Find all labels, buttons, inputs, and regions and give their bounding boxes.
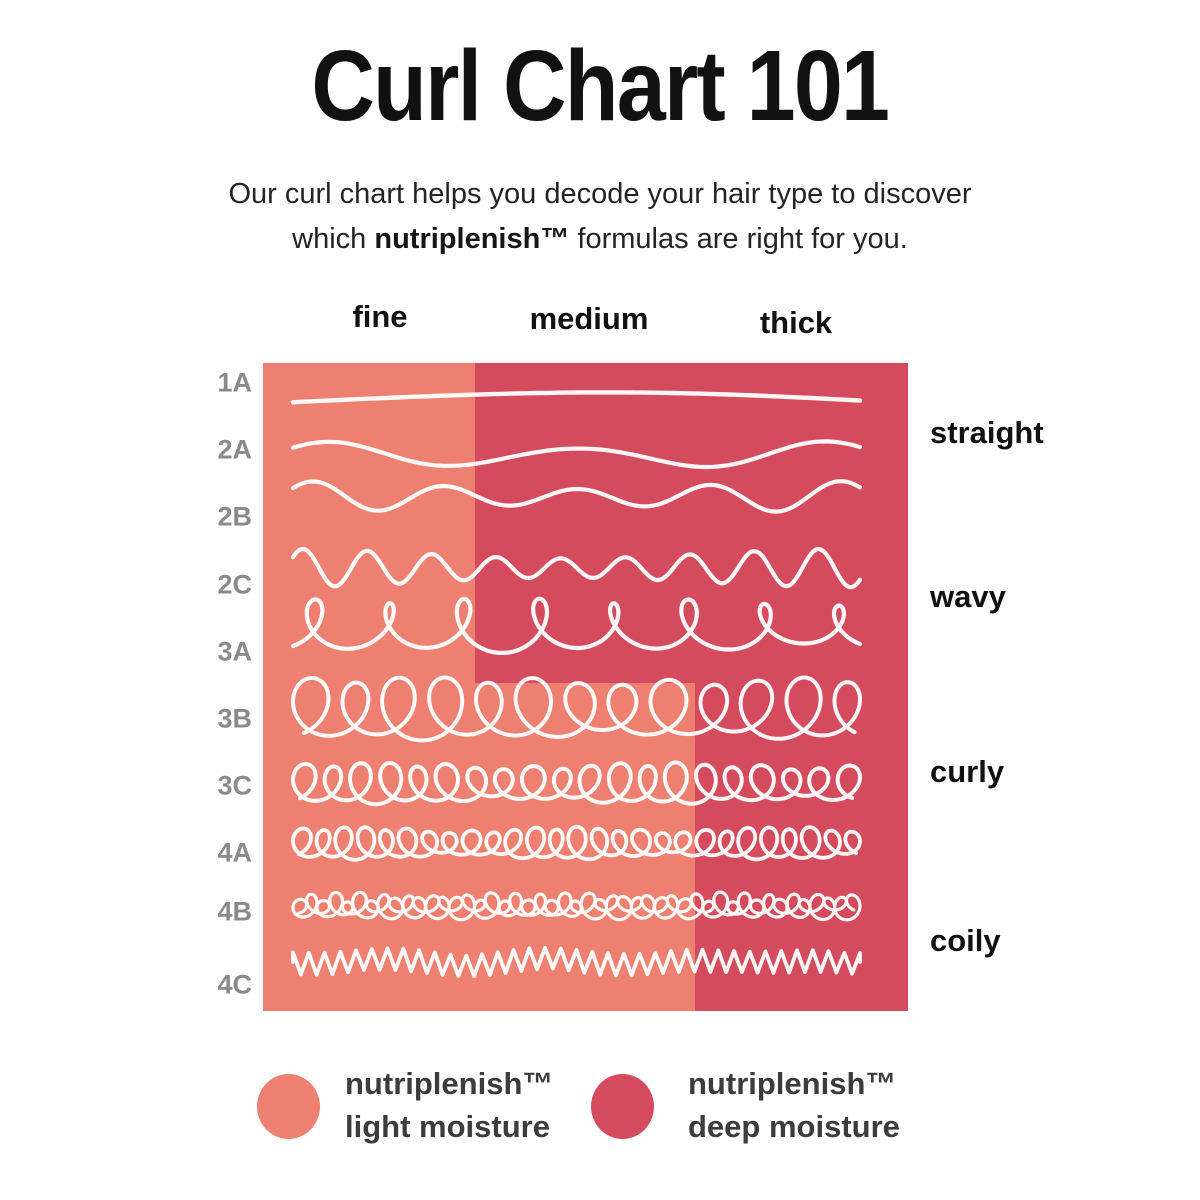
chart-area [263,363,908,1011]
row-label-3c: 3C [217,770,252,801]
curl-pattern-2c [290,546,863,590]
legend-deep-moisture-swatch [591,1074,654,1139]
legend-deep-moisture-label: nutriplenish™ deep moisture [688,1063,900,1149]
legend-deep-line2: deep moisture [688,1108,900,1144]
curl-pattern-2b [290,479,863,514]
row-label-4a: 4A [217,837,252,868]
side-label-straight: straight [930,415,1044,450]
side-label-curly: curly [930,754,1005,789]
curl-pattern-2a [290,439,863,470]
row-label-2a: 2A [217,434,252,465]
curl-pattern-1a [290,390,863,405]
subtitle-line1: Our curl chart helps you decode your hai… [228,178,972,210]
page-title: Curl Chart 101 [0,34,1200,139]
legend-light-line2: light moisture [345,1108,550,1144]
curl-pattern-3b [291,675,862,743]
subtitle: Our curl chart helps you decode your hai… [0,172,1200,262]
legend-light-moisture-label: nutriplenish™ light moisture [345,1063,553,1149]
curl-pattern-4a [291,824,862,862]
row-label-1a: 1A [217,367,252,398]
row-label-4c: 4C [217,969,252,1000]
subtitle-line2-prefix: which [292,222,375,255]
chart-canvas [263,363,908,1011]
subtitle-brand-name: nutriplenish™ [374,222,570,255]
curl-pattern-4c [291,945,862,979]
legend-light-moisture-swatch [257,1074,320,1139]
row-label-3a: 3A [217,636,252,667]
row-label-2c: 2C [217,569,252,600]
legend-deep-line1: nutriplenish™ [688,1066,897,1101]
row-label-2b: 2B [217,501,252,532]
curl-pattern-4b [291,890,862,922]
side-label-wavy: wavy [930,579,1006,614]
page-title-text: Curl Chart 101 [311,30,891,142]
legend-light-line1: nutriplenish™ [345,1066,554,1101]
curl-pattern-3a [290,596,863,655]
curl-patterns-group [290,390,863,979]
curl-pattern-3c [291,760,862,807]
column-header-fine: fine [352,299,408,334]
column-header-medium: medium [529,301,649,336]
subtitle-line2-suffix: formulas are right for you. [569,222,908,255]
side-label-coily: coily [930,923,1001,958]
row-label-4b: 4B [217,896,252,927]
column-header-thick: thick [759,305,833,340]
row-label-3b: 3B [217,703,252,734]
